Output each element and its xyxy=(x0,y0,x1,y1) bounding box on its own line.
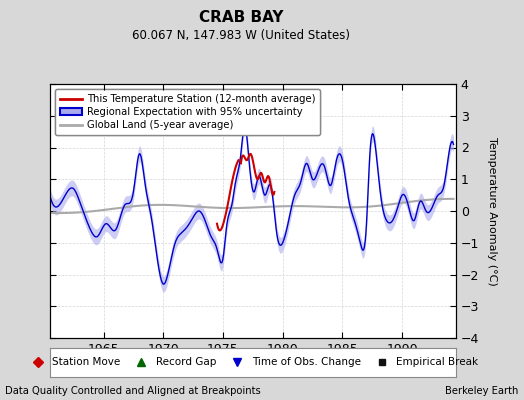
Text: Data Quality Controlled and Aligned at Breakpoints: Data Quality Controlled and Aligned at B… xyxy=(5,386,261,396)
Legend: Station Move, Record Gap, Time of Obs. Change, Empirical Break: Station Move, Record Gap, Time of Obs. C… xyxy=(23,353,483,372)
Text: 60.067 N, 147.983 W (United States): 60.067 N, 147.983 W (United States) xyxy=(132,29,350,42)
Text: Berkeley Earth: Berkeley Earth xyxy=(445,386,519,396)
Y-axis label: Temperature Anomaly (°C): Temperature Anomaly (°C) xyxy=(487,137,497,285)
Text: CRAB BAY: CRAB BAY xyxy=(199,10,283,26)
Legend: This Temperature Station (12-month average), Regional Expectation with 95% uncer: This Temperature Station (12-month avera… xyxy=(55,89,320,135)
